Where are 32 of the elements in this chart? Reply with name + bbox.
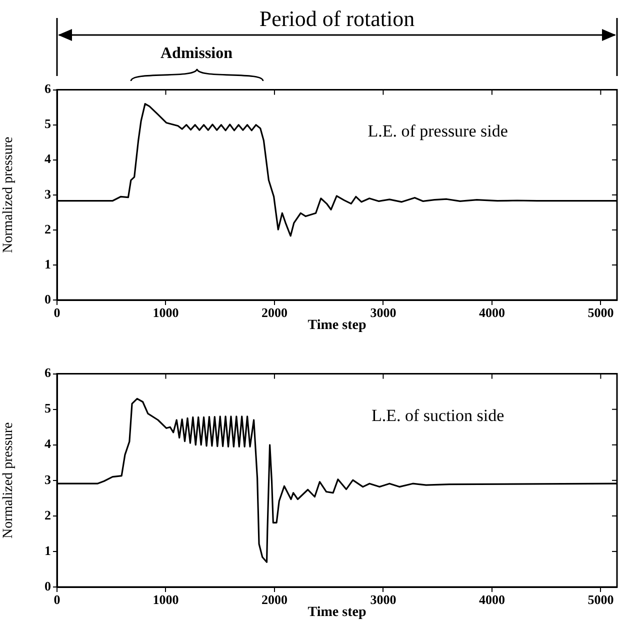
y-tick-label: 6 xyxy=(44,365,52,380)
y-tick-label: 4 xyxy=(44,436,52,452)
annotation: L.E. of suction side xyxy=(371,406,504,425)
x-axis-title: Time step xyxy=(308,605,366,620)
chart-title: Period of rotation xyxy=(258,6,416,32)
y-tick-label: 4 xyxy=(44,151,52,166)
y-tick-label: 0 xyxy=(44,578,51,594)
x-tick-label: 3000 xyxy=(370,305,396,320)
y-tick-label: 2 xyxy=(44,507,51,522)
y-tick-label: 5 xyxy=(44,116,52,132)
x-tick-label: 4000 xyxy=(478,592,505,608)
x-tick-label: 2000 xyxy=(261,592,288,608)
y-tick-label: 0 xyxy=(44,291,51,306)
x-tick-label: 1000 xyxy=(152,305,179,320)
y-axis-title: Normalized pressure xyxy=(1,136,16,254)
y-tick-label: 3 xyxy=(44,186,52,202)
annotation: L.E. of pressure side xyxy=(368,121,508,140)
x-tick-label: 5000 xyxy=(588,592,614,608)
x-axis-title: Time step xyxy=(308,318,366,334)
y-axis-title: Normalized pressure xyxy=(1,422,16,539)
x-tick-label: 1000 xyxy=(152,592,179,608)
y-tick-label: 6 xyxy=(44,81,52,96)
y-tick-label: 2 xyxy=(44,221,51,236)
x-tick-label: 4000 xyxy=(478,305,505,320)
y-tick-label: 1 xyxy=(44,542,51,558)
text: Admission xyxy=(159,45,234,63)
y-tick-label: 1 xyxy=(44,256,51,272)
y-tick-label: 5 xyxy=(44,400,52,416)
x-tick-label: 5000 xyxy=(588,305,614,320)
x-tick-label: 3000 xyxy=(370,592,396,608)
y-tick-label: 3 xyxy=(44,472,52,487)
x-tick-label: 2000 xyxy=(261,305,288,320)
